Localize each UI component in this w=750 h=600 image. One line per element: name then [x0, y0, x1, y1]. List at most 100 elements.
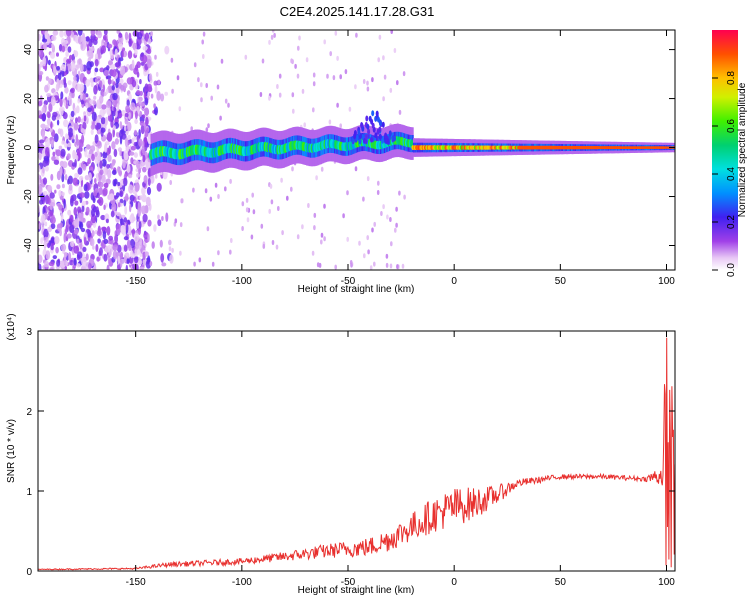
spectrogram-cell [93, 85, 98, 95]
spectrogram-cell [121, 109, 126, 117]
spectrogram-cell [43, 228, 49, 238]
spectrogram-cell [169, 254, 174, 264]
spectrogram-cell [91, 111, 97, 122]
spectrogram-cell [80, 42, 86, 51]
spectrogram-cell [45, 146, 50, 157]
spectrogram-cell [374, 132, 378, 139]
colorbar-label: Normalized spectral amplitude [737, 82, 748, 217]
spectrogram-cell [84, 191, 90, 199]
spectrogram-cell [98, 250, 102, 257]
spectrogram-cell [83, 183, 88, 192]
spectrogram-cell [123, 236, 129, 241]
spectrogram-cell [39, 139, 45, 144]
spectrogram-cell [241, 201, 245, 207]
spectrogram-cell [125, 264, 128, 270]
spectrogram-cell [137, 259, 143, 265]
spectrogram-cell [369, 265, 373, 270]
spectrogram-cell [126, 258, 130, 264]
spectrogram-cell [51, 35, 57, 41]
spectrogram-cell [49, 267, 54, 270]
spectrogram-cell [385, 253, 389, 259]
spectrogram-cell [107, 109, 111, 116]
spectrogram-cell [106, 75, 112, 80]
spectrogram-cell [174, 218, 178, 224]
spectrogram-cell [123, 177, 128, 187]
spectrogram-cell [56, 52, 59, 57]
spectrogram-cell [389, 87, 393, 93]
spectrogram-cell [58, 189, 62, 197]
spectrogram-cell [109, 49, 113, 56]
spectrogram-cell [171, 88, 174, 94]
spectrogram-cell [103, 238, 109, 244]
spectrogram-cell [122, 158, 126, 169]
spectrogram-cell [334, 264, 338, 270]
spectrogram-cell [103, 34, 107, 41]
spectrogram-cell [160, 253, 165, 263]
spectrogram-cell [179, 250, 182, 256]
spectrogram-cell [116, 103, 120, 112]
spectrogram-cell [72, 177, 79, 186]
spectrogram-cell [59, 166, 63, 177]
spectrogram-cell [47, 59, 51, 66]
spectrogram-cell [90, 129, 94, 135]
spectrogram-cell [270, 199, 274, 205]
spectrogram-cell [52, 151, 56, 157]
spectrogram-cell [89, 45, 95, 52]
spectrogram-cell [318, 262, 322, 268]
spectrogram-cell [41, 106, 45, 114]
spectrogram-cell [134, 247, 140, 256]
spectrogram-cell [101, 226, 107, 232]
spectrogram-cell [277, 206, 280, 211]
spectrogram-cell [262, 243, 266, 249]
spectrogram-cell [193, 62, 197, 68]
spectrogram-cell [129, 203, 132, 213]
spectrogram-cell [110, 64, 116, 70]
spectrogram-cell [220, 58, 224, 64]
spectrogram-cell [94, 67, 99, 73]
spectrogram-cell [81, 205, 85, 213]
spectrogram-cell [82, 121, 87, 130]
spectrogram-cell [76, 238, 80, 244]
spectrogram-cell [101, 174, 106, 184]
spectrogram-cell [86, 61, 92, 71]
spectrogram-cell [119, 258, 123, 268]
spectrogram-cell [67, 142, 72, 148]
spectrogram-cell [251, 192, 254, 198]
spectrogram-cell [46, 93, 52, 97]
spectrogram-cell [139, 79, 142, 85]
spectrogram-cell [353, 130, 357, 136]
x-tick-label: -150 [126, 577, 146, 588]
spectrogram-cell [48, 102, 53, 113]
spectrogram-cell [88, 172, 92, 182]
spectrogram-cell [396, 80, 399, 86]
spectrogram-cell [298, 35, 301, 41]
spectrogram-cell [72, 149, 76, 160]
spectrogram-cell [131, 79, 137, 88]
spectrogram-cell [63, 254, 66, 264]
spectrogram-cell [42, 177, 48, 185]
spectrogram-cell [276, 84, 279, 89]
spectrogram-cell [110, 79, 114, 85]
spectrogram-cell [154, 173, 158, 179]
spectrogram-cell [49, 127, 53, 133]
spectrogram-cell [157, 214, 160, 220]
spectrogram-cell [229, 249, 232, 255]
spectrogram-cell [103, 30, 108, 36]
spectrogram-cell [157, 219, 162, 227]
spectrogram-cell [97, 30, 103, 39]
spectrogram-cell [77, 206, 82, 214]
spectrogram-cell [98, 196, 104, 206]
snr-frame [37, 330, 676, 572]
spectrogram-cell [84, 147, 88, 158]
spectrogram-cell [112, 98, 118, 108]
spectrogram-cell [38, 178, 41, 187]
spectrogram-cell [38, 164, 41, 173]
spectrogram-cell [106, 132, 113, 142]
spectrogram-cell [103, 204, 106, 210]
spectrogram-cell [329, 51, 333, 57]
spectrogram-x-label: Height of straight line (km) [298, 284, 415, 295]
spectrogram-cell [71, 162, 76, 167]
spectrogram-cell [100, 117, 106, 125]
spectrogram-cell [66, 233, 72, 239]
spectrogram-cell [346, 190, 349, 196]
